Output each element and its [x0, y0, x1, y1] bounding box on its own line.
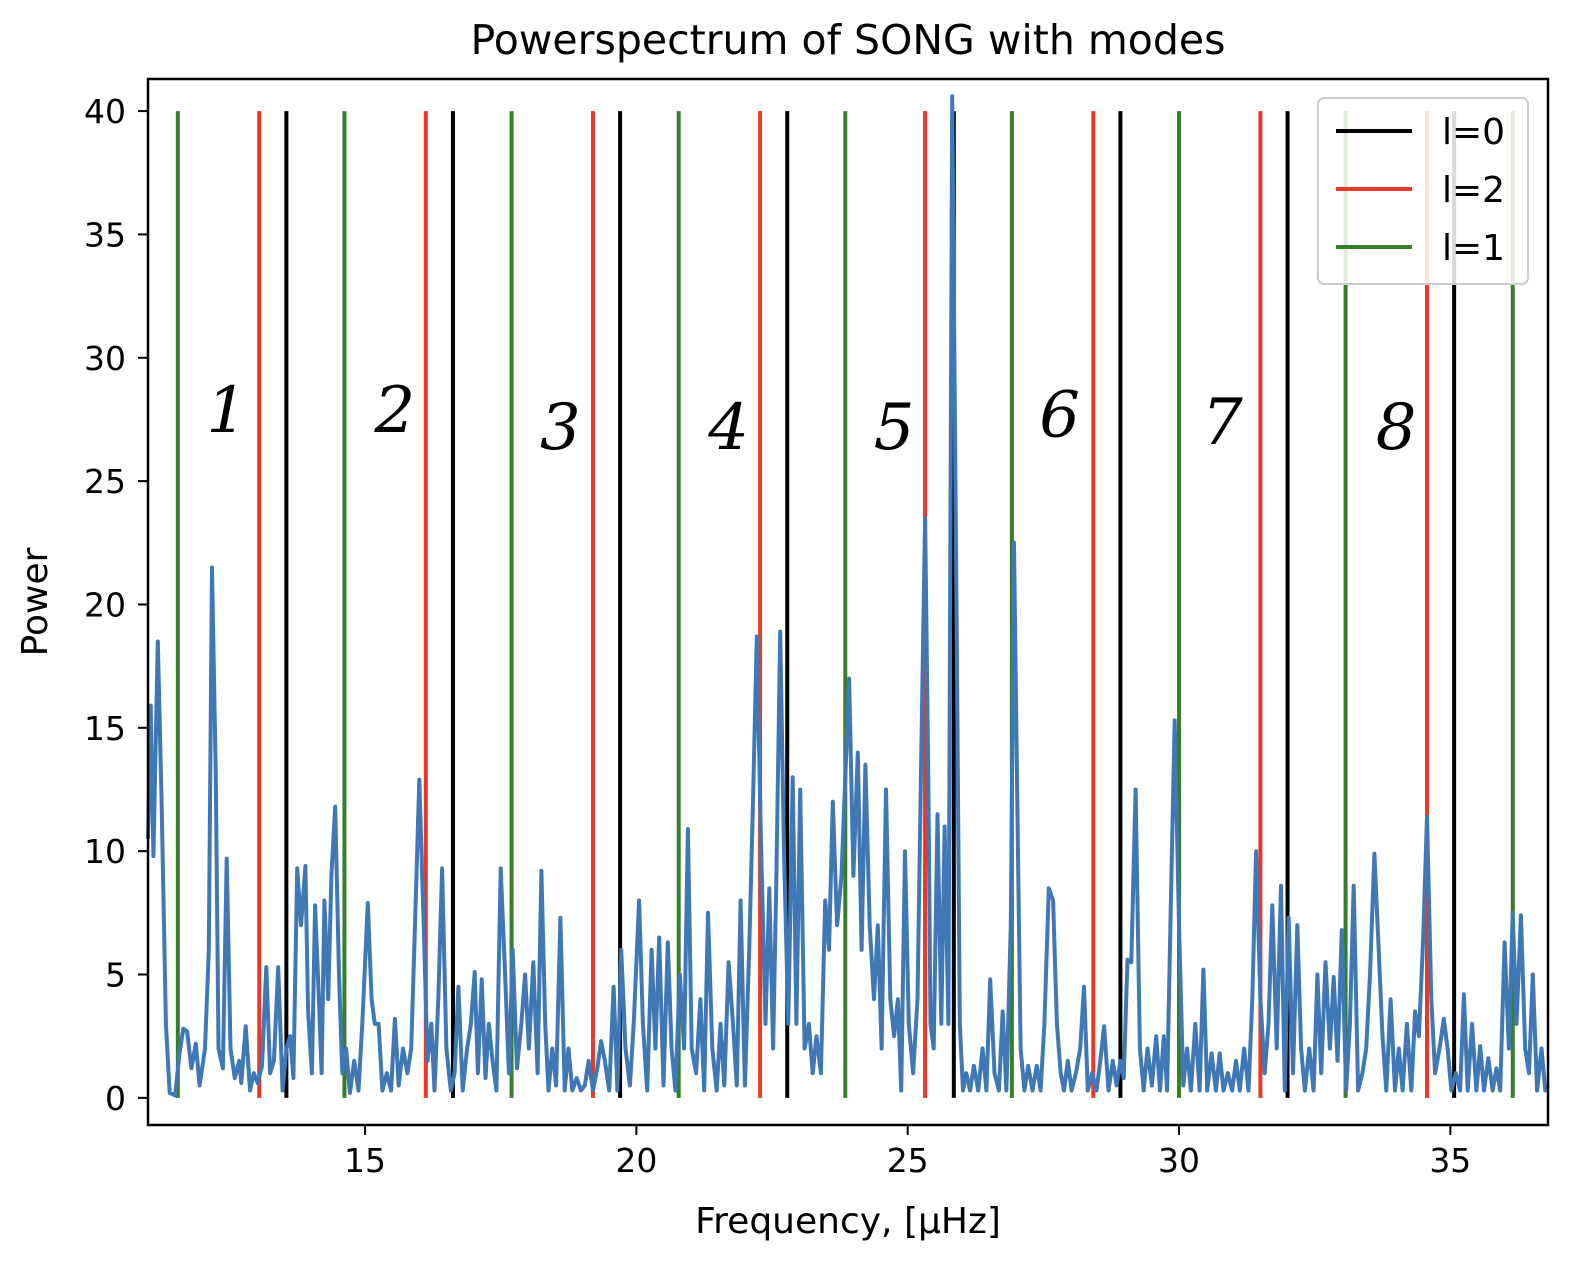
y-tick-label: 0 — [105, 1079, 126, 1118]
order-label: 4 — [707, 391, 749, 465]
y-tick-label: 5 — [105, 956, 126, 995]
mode-lines — [175, 111, 1515, 1098]
legend-label-l1: l=1 — [1442, 228, 1505, 269]
legend: l=0 l=2 l=1 — [1317, 97, 1529, 285]
plot-frame — [146, 77, 1550, 1127]
chart-title: Powerspectrum of SONG with modes — [471, 16, 1226, 64]
x-tick-label: 15 — [344, 1141, 386, 1180]
y-tick-label: 30 — [84, 339, 126, 378]
order-label: 2 — [374, 374, 416, 448]
x-axis-label: Frequency, [μHz] — [695, 1201, 1001, 1242]
x-tick-label: 25 — [887, 1141, 929, 1180]
y-axis-label: Power — [15, 547, 56, 656]
order-label: 3 — [540, 391, 581, 465]
y-tick-label: 35 — [84, 215, 126, 254]
legend-box — [1317, 97, 1529, 285]
y-tick-label: 25 — [84, 462, 126, 501]
order-labels: 1 2 3 4 5 6 7 8 — [206, 374, 1416, 465]
y-axis: 0 5 10 15 20 25 30 35 40 — [84, 92, 148, 1118]
y-tick-label: 40 — [84, 92, 126, 131]
y-tick-label: 10 — [84, 832, 126, 871]
y-tick-label: 20 — [84, 585, 126, 624]
series-layer — [146, 94, 1550, 1098]
order-label: 7 — [1202, 386, 1243, 460]
legend-label-l0: l=0 — [1442, 112, 1505, 153]
order-label: 1 — [206, 374, 247, 448]
spectrum-series-line — [146, 94, 1550, 1098]
order-label: 5 — [874, 391, 915, 465]
order-label: 6 — [1039, 379, 1080, 453]
x-tick-label: 30 — [1158, 1141, 1200, 1180]
x-tick-label: 35 — [1429, 1141, 1471, 1180]
order-label: 8 — [1376, 391, 1417, 465]
x-tick-label: 20 — [615, 1141, 657, 1180]
x-axis: 15 20 25 30 35 — [344, 1125, 1471, 1180]
legend-label-l2: l=2 — [1442, 170, 1505, 211]
y-tick-label: 15 — [84, 709, 126, 748]
